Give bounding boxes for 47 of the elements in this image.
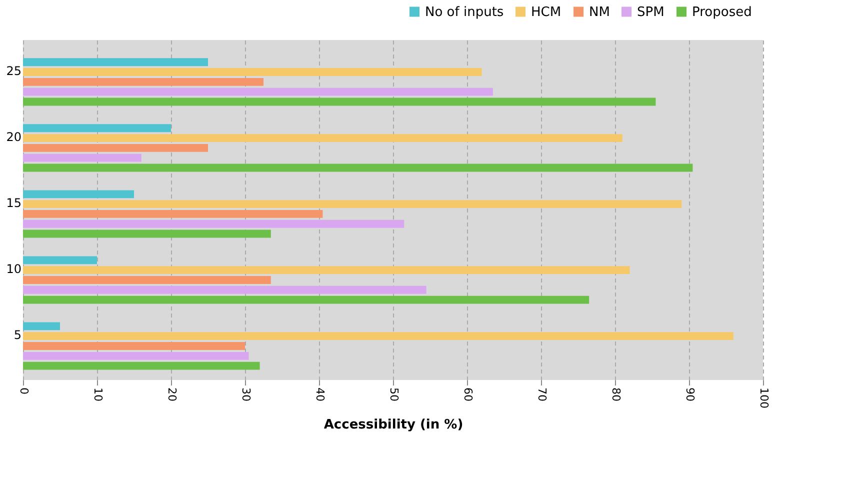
x-tick-label: 10: [92, 388, 104, 402]
x-tick-label: 70: [536, 388, 548, 402]
y-tick-label: 10: [6, 262, 22, 276]
bar: [23, 362, 260, 370]
x-tick-label: 50: [388, 388, 400, 402]
legend-label: Proposed: [692, 4, 752, 20]
bar: [23, 78, 264, 86]
x-tick-label: 20: [166, 388, 178, 402]
bar: [23, 144, 208, 152]
bar: [23, 296, 590, 304]
x-tick-label: 30: [240, 388, 252, 402]
bar: [23, 154, 142, 162]
y-tick-label: 15: [6, 196, 22, 210]
legend-label: No of inputs: [425, 4, 504, 20]
bar: [23, 164, 693, 172]
bar: [23, 276, 271, 284]
bar: [23, 342, 245, 350]
bar: [23, 134, 622, 142]
bar: [23, 190, 134, 198]
x-tick-label: 40: [314, 388, 326, 402]
bar: [23, 200, 682, 208]
bar: [23, 352, 249, 360]
legend-label: NM: [589, 4, 610, 20]
bar: [23, 68, 482, 76]
bar: [23, 220, 404, 228]
legend-label: HCM: [531, 4, 562, 20]
y-tick-label: 5: [14, 328, 22, 342]
bar: [23, 88, 493, 96]
bar: [23, 332, 734, 340]
legend-label: SPM: [637, 4, 664, 20]
bar: [23, 98, 656, 106]
bar: [23, 58, 208, 66]
bar: [23, 322, 60, 330]
x-tick-label: 80: [610, 388, 622, 402]
y-tick-label: 25: [6, 64, 22, 78]
bar: [23, 256, 97, 264]
x-tick-label: 0: [18, 388, 30, 394]
x-tick-label: 100: [758, 388, 770, 408]
x-tick-label: 90: [684, 388, 696, 402]
bar: [23, 286, 426, 294]
y-tick-label: 20: [6, 130, 22, 144]
bar: [23, 230, 271, 238]
x-tick-label: 60: [462, 388, 474, 402]
bar: [23, 124, 171, 132]
x-axis-title: Accessibility (in %): [324, 417, 464, 432]
bar: [23, 210, 323, 218]
bar: [23, 266, 630, 274]
